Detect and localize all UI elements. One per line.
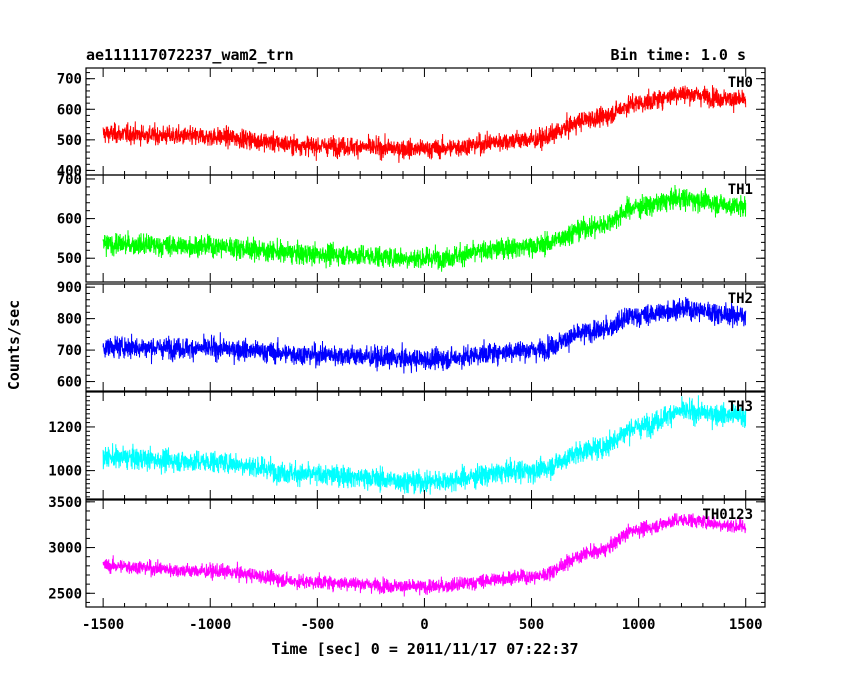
x-tick-label: 1500 (729, 617, 763, 633)
panel-th1: 500 600 700 TH1 (57, 172, 766, 283)
x-axis: -1500 -1000 -500 0 500 1000 1500 (82, 617, 763, 633)
panel-th2: 600 700 800 900 TH2 (57, 280, 766, 392)
y-tick-label: 800 (57, 312, 82, 328)
y-tick-label: 600 (57, 212, 82, 228)
y-tick-label: 700 (57, 72, 82, 88)
x-tick-label: 500 (519, 617, 544, 633)
y-tick-label: 600 (57, 375, 82, 391)
panel-th0123: 2500 3000 3500 TH0123 (48, 495, 766, 608)
y-tick-label: 500 (57, 251, 82, 267)
channel-label-th1: TH1 (728, 182, 753, 198)
y-tick-label: 600 (57, 102, 82, 118)
series-line-th2 (102, 296, 747, 374)
channel-label-th0123: TH0123 (702, 507, 753, 523)
channel-label-th3: TH3 (728, 399, 753, 415)
x-tick-label: -1000 (189, 617, 231, 633)
series-line-th0 (102, 85, 747, 163)
y-tick-label: 400 (57, 163, 82, 179)
chart-title: ae111117072237_wam2_trn (86, 46, 294, 64)
y-tick-label: 900 (57, 280, 82, 296)
x-tick-label: -500 (300, 617, 334, 633)
panel-frame (85, 67, 766, 176)
y-tick-label: 500 (57, 133, 82, 149)
panel-frame (85, 174, 766, 283)
y-tick-label: 3500 (48, 495, 82, 511)
panel-frame (85, 283, 766, 392)
series-line-th1 (102, 184, 747, 272)
channel-label-th0: TH0 (728, 75, 753, 91)
panel-th3: 1000 1200 TH3 (48, 391, 766, 500)
y-tick-label: 1000 (48, 464, 82, 480)
y-axis-label: Counts/sec (5, 300, 23, 390)
bin-time-label: Bin time: 1.0 s (611, 46, 746, 64)
x-axis-label: Time [sec] 0 = 2011/11/17 07:22:37 (271, 640, 578, 658)
y-tick-label: 2500 (48, 586, 82, 602)
panel-frame (85, 499, 766, 608)
series-line-th0123 (102, 513, 747, 597)
y-tick-label: 700 (57, 172, 82, 188)
y-tick-label: 700 (57, 343, 82, 359)
x-tick-label: 0 (420, 617, 428, 633)
channel-label-th2: TH2 (728, 291, 753, 307)
series-line-th3 (102, 395, 747, 495)
panel-th0: 400 500 600 700 TH0 (57, 67, 766, 179)
y-tick-label: 1200 (48, 420, 82, 436)
x-tick-label: -1500 (82, 617, 124, 633)
x-tick-label: 1000 (622, 617, 656, 633)
panels: 400 500 600 700 TH0 500 600 700 TH1 600 700 800 900 T… (48, 67, 766, 608)
panel-frame (85, 391, 766, 500)
y-tick-label: 3000 (48, 541, 82, 557)
